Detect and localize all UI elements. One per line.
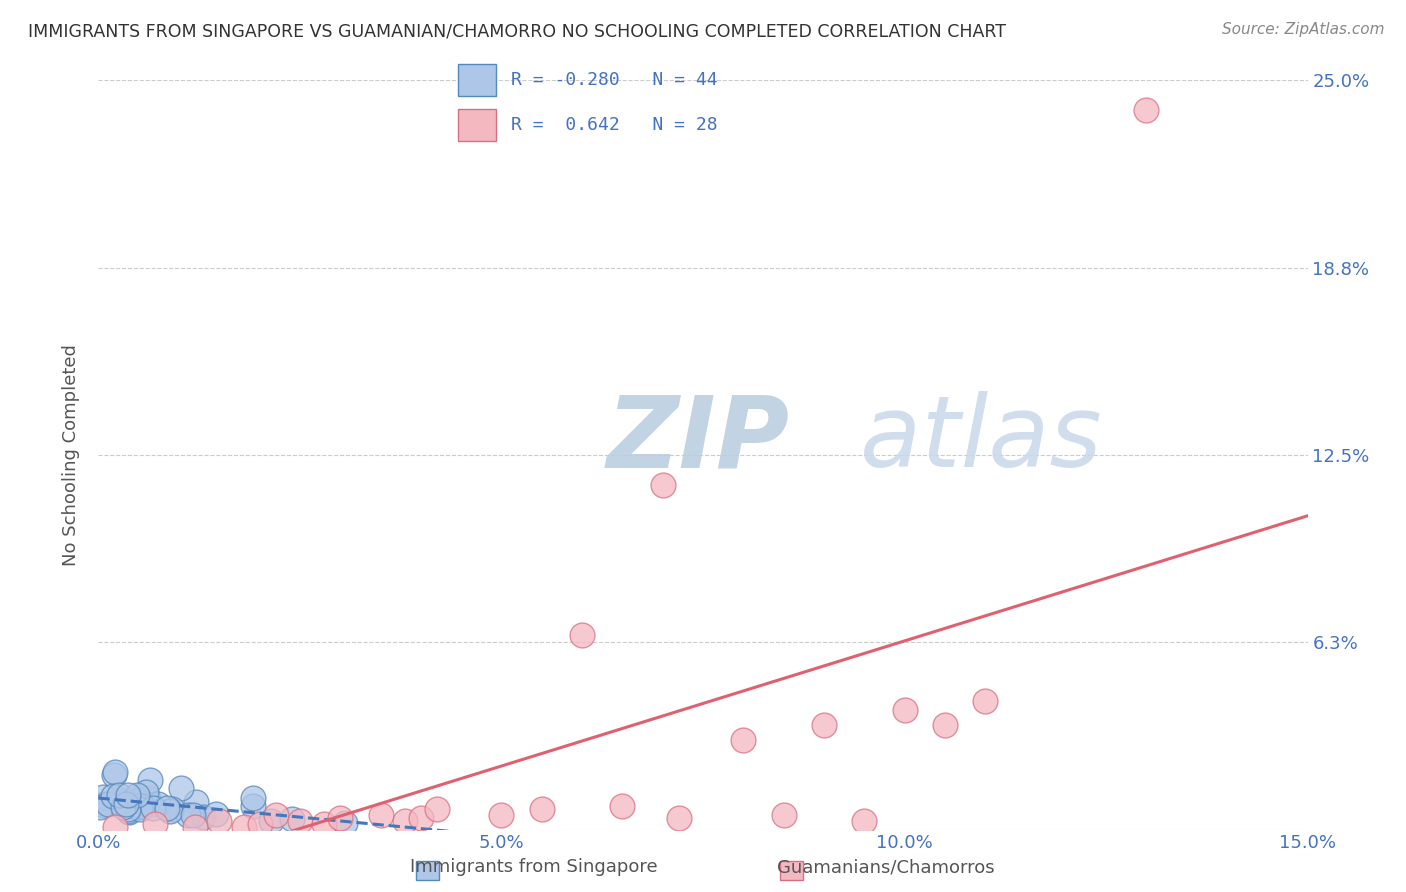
Point	[204, 806, 226, 821]
Point	[813, 717, 835, 731]
Point	[89, 800, 111, 814]
Point	[160, 802, 183, 816]
Text: ZIP: ZIP	[606, 392, 789, 489]
Point	[571, 628, 593, 642]
Point	[333, 816, 356, 830]
Point	[193, 810, 215, 824]
Point	[329, 811, 352, 825]
Point	[138, 772, 160, 787]
Point	[177, 808, 200, 822]
Point	[127, 793, 149, 807]
Point	[91, 798, 114, 813]
Point	[132, 800, 155, 814]
Point	[1135, 103, 1157, 118]
Point	[170, 780, 193, 795]
Text: R = -0.280   N = 44: R = -0.280 N = 44	[512, 71, 718, 89]
Point	[651, 478, 673, 492]
Point	[370, 807, 392, 822]
Point	[159, 804, 181, 818]
Point	[314, 816, 336, 830]
Point	[118, 805, 141, 819]
Point	[93, 797, 115, 812]
Point	[264, 807, 287, 822]
Point	[107, 794, 129, 808]
Point	[208, 814, 231, 828]
Point	[668, 811, 690, 825]
Point	[117, 801, 139, 815]
Point	[128, 799, 150, 814]
Point	[104, 765, 127, 780]
Point	[117, 788, 139, 802]
Point	[853, 814, 876, 828]
Text: IMMIGRANTS FROM SINGAPORE VS GUAMANIAN/CHAMORRO NO SCHOOLING COMPLETED CORRELATI: IMMIGRANTS FROM SINGAPORE VS GUAMANIAN/C…	[28, 22, 1007, 40]
Text: R =  0.642   N = 28: R = 0.642 N = 28	[512, 116, 718, 134]
Bar	[458, 64, 496, 96]
Point	[136, 791, 159, 805]
Point	[131, 799, 153, 814]
Point	[281, 812, 304, 826]
Point	[184, 795, 207, 809]
Point	[156, 801, 179, 815]
Text: atlas: atlas	[606, 392, 1102, 489]
Point	[242, 790, 264, 805]
Point	[184, 820, 207, 834]
Point	[129, 802, 152, 816]
Point	[409, 811, 432, 825]
Point	[117, 805, 139, 819]
Point	[530, 801, 553, 815]
Point	[242, 799, 264, 814]
Point	[974, 694, 997, 708]
Point	[103, 789, 125, 804]
Point	[249, 816, 271, 830]
Point	[135, 785, 157, 799]
Point	[772, 807, 794, 822]
Point	[103, 820, 125, 834]
Point	[491, 807, 513, 822]
Point	[97, 797, 120, 812]
Point	[103, 768, 125, 782]
Point	[394, 814, 416, 828]
Point	[110, 797, 132, 811]
Point	[142, 800, 165, 814]
Point	[146, 797, 169, 811]
Point	[91, 790, 114, 805]
Point	[108, 788, 131, 802]
Point	[111, 799, 134, 814]
Text: Immigrants from Singapore: Immigrants from Singapore	[411, 858, 658, 876]
Point	[288, 814, 311, 828]
Point	[127, 788, 149, 802]
Point	[232, 820, 254, 834]
Point	[143, 816, 166, 830]
Point	[132, 798, 155, 813]
Text: Guamanians/Chamorros: Guamanians/Chamorros	[778, 858, 994, 876]
Point	[115, 797, 138, 812]
Point	[260, 814, 283, 828]
Point	[124, 800, 146, 814]
Point	[733, 732, 755, 747]
Point	[426, 801, 449, 815]
Bar	[458, 109, 496, 141]
Y-axis label: No Schooling Completed: No Schooling Completed	[62, 344, 80, 566]
Point	[612, 798, 634, 813]
Point	[893, 703, 915, 717]
Text: Source: ZipAtlas.com: Source: ZipAtlas.com	[1222, 22, 1385, 37]
Point	[181, 807, 204, 822]
Point	[934, 717, 956, 731]
